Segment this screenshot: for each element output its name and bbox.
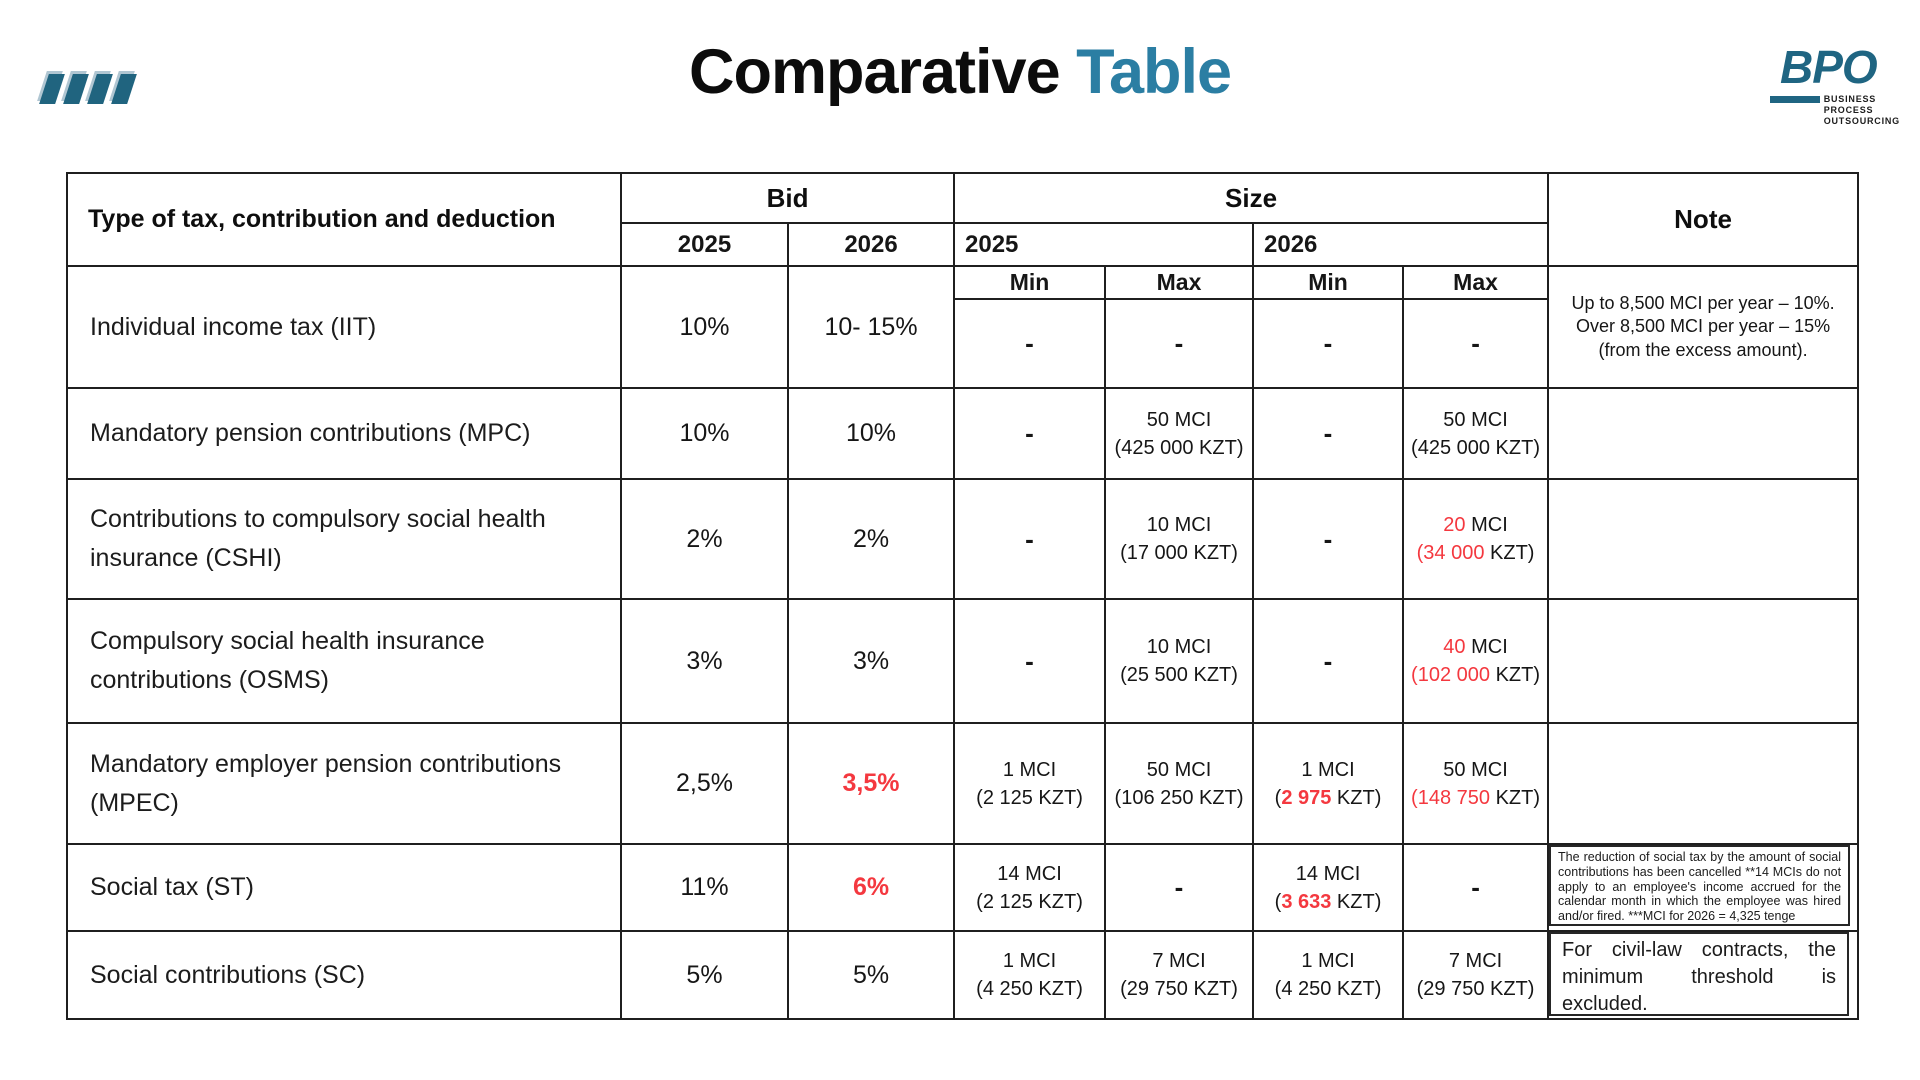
- sc-bid-2025: 5%: [620, 930, 789, 1020]
- page-title-black: Comparative: [688, 37, 1061, 107]
- osms-bid-2025: 3%: [620, 598, 789, 724]
- cshi-min-2026: -: [1252, 478, 1405, 600]
- sc-max-2026: 7 MCI (29 750 KZT): [1402, 930, 1550, 1020]
- st-min-2026: 14 MCI (3 633 KZT): [1252, 843, 1405, 932]
- header-min-2025: Min: [953, 265, 1107, 300]
- bpo-logo: BPO BUSINESS PROCESS OUTSOURCING: [1770, 44, 1900, 126]
- header-bid-2026: 2026: [786, 222, 956, 267]
- st-bid-2025: 11%: [620, 843, 789, 932]
- header-min-2026: Min: [1252, 265, 1405, 300]
- sc-min-2026: 1 MCI (4 250 KZT): [1252, 930, 1405, 1020]
- mpc-max-2026: 50 MCI (425 000 KZT): [1402, 387, 1550, 480]
- header-note: Note: [1547, 172, 1860, 267]
- st-note: The reduction of social tax by the amoun…: [1550, 846, 1851, 926]
- mpc-bid-2026: 10%: [786, 387, 956, 480]
- st-min-2025: 14 MCI (2 125 KZT): [953, 843, 1107, 932]
- header-size: Size: [953, 172, 1550, 224]
- iit-min-2026: -: [1252, 298, 1405, 389]
- cshi-max-2026: 20 MCI (34 000 KZT): [1402, 478, 1550, 600]
- cshi-min-2025: -: [953, 478, 1107, 600]
- mpc-max-2025: 50 MCI (425 000 KZT): [1104, 387, 1255, 480]
- row-label-mpc: Mandatory pension contributions (MPC): [66, 387, 622, 480]
- mpec-min-2025: 1 MCI (2 125 KZT): [953, 722, 1107, 845]
- sc-note-cell: For civil-law contracts, the minimum thr…: [1547, 930, 1860, 1020]
- row-label-osms: Compulsory social health insurance contr…: [66, 598, 622, 724]
- st-note-cell: The reduction of social tax by the amoun…: [1547, 843, 1860, 932]
- mpc-note: [1547, 387, 1860, 480]
- mpec-min-2026: 1 MCI (2 975 KZT): [1252, 722, 1405, 845]
- cshi-bid-2026: 2%: [786, 478, 956, 600]
- page-title-accent: Table: [1076, 37, 1232, 107]
- mpec-bid-2025: 2,5%: [620, 722, 789, 845]
- sc-max-2025: 7 MCI (29 750 KZT): [1104, 930, 1255, 1020]
- bpo-logo-words: BUSINESS PROCESS OUTSOURCING: [1823, 94, 1900, 126]
- iit-bid-2025: 10%: [620, 265, 789, 389]
- osms-note: [1547, 598, 1860, 724]
- mpc-min-2025: -: [953, 387, 1107, 480]
- osms-bid-2026: 3%: [786, 598, 956, 724]
- mpec-bid-2026: 3,5%: [786, 722, 956, 845]
- header-max-2026: Max: [1402, 265, 1550, 300]
- comparative-table: Type of tax, contribution and deduction …: [66, 172, 1860, 1020]
- bpo-logo-text: BPO: [1780, 41, 1878, 93]
- bpo-logo-subtitle: BUSINESS PROCESS OUTSOURCING: [1770, 94, 1900, 126]
- iit-bid-2026: 10- 15%: [786, 265, 956, 389]
- row-label-cshi: Contributions to compulsory social healt…: [66, 478, 622, 600]
- sc-min-2025: 1 MCI (4 250 KZT): [953, 930, 1107, 1020]
- iit-min-2025: -: [953, 298, 1107, 389]
- header-size-2025: 2025: [953, 222, 1255, 267]
- cshi-bid-2025: 2%: [620, 478, 789, 600]
- mpec-note: [1547, 722, 1860, 845]
- st-bid-2026: 6%: [786, 843, 956, 932]
- mpc-min-2026: -: [1252, 387, 1405, 480]
- osms-max-2025: 10 MCI (25 500 KZT): [1104, 598, 1255, 724]
- osms-max-2026: 40 MCI (102 000 KZT): [1402, 598, 1550, 724]
- row-label-sc: Social contributions (SC): [66, 930, 622, 1020]
- iit-max-2025: -: [1104, 298, 1255, 389]
- mpec-max-2026: 50 MCI (148 750 KZT): [1402, 722, 1550, 845]
- iit-max-2026: -: [1402, 298, 1550, 389]
- header-bid: Bid: [619, 172, 956, 224]
- header-type: Type of tax, contribution and deduction: [66, 172, 622, 267]
- header-size-2026: 2026: [1252, 222, 1550, 267]
- cshi-note: [1547, 478, 1860, 600]
- row-label-st: Social tax (ST): [66, 843, 622, 932]
- iit-note: Up to 8,500 MCI per year – 10%. Over 8,5…: [1547, 265, 1860, 389]
- row-label-mpec: Mandatory employer pension contributions…: [66, 722, 622, 845]
- osms-min-2025: -: [953, 598, 1107, 724]
- st-max-2025: -: [1104, 843, 1255, 932]
- page-title: Comparative Table: [0, 37, 1920, 107]
- mpec-max-2025: 50 MCI (106 250 KZT): [1104, 722, 1255, 845]
- row-label-iit: Individual income tax (IIT): [66, 265, 622, 389]
- osms-min-2026: -: [1252, 598, 1405, 724]
- header-bid-2025: 2025: [620, 222, 789, 267]
- sc-note: For civil-law contracts, the minimum thr…: [1550, 933, 1850, 1016]
- cshi-max-2025: 10 MCI (17 000 KZT): [1104, 478, 1255, 600]
- header-max-2025: Max: [1104, 265, 1255, 300]
- bpo-logo-bar: [1770, 96, 1820, 103]
- sc-bid-2026: 5%: [786, 930, 956, 1020]
- mpc-bid-2025: 10%: [620, 387, 789, 480]
- st-max-2026: -: [1402, 843, 1550, 932]
